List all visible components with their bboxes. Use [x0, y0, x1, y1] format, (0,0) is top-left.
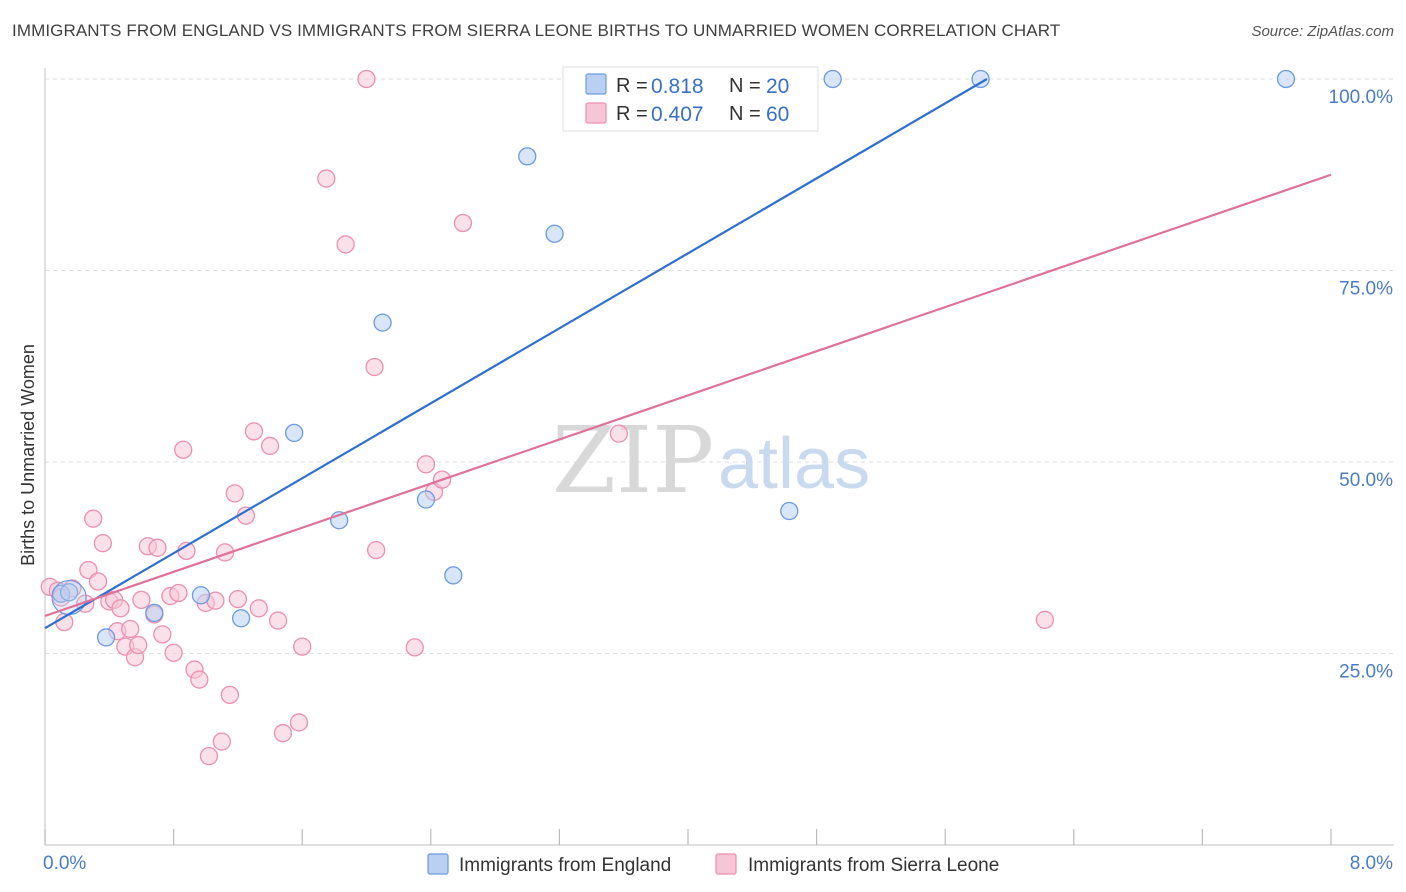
sierra-leone-point	[1035, 610, 1055, 629]
england-point	[191, 586, 211, 605]
england-point	[285, 423, 304, 443]
legend-n-label-sierra-leone: N =	[729, 103, 761, 125]
x-tick-label: 8.0%	[1350, 853, 1393, 874]
chart-title: IMMIGRANTS FROM ENGLAND VS IMMIGRANTS FR…	[12, 21, 1061, 40]
sierra-leone-point	[336, 235, 355, 254]
y-tick-label: 50.0%	[1339, 470, 1393, 491]
correlation-legend: R = 0.818 N = 20 R = 0.407 N = 60	[562, 66, 819, 132]
watermark-zip: ZIP	[552, 407, 714, 514]
sierra-leone-point	[132, 590, 151, 610]
y-tick-label: 75.0%	[1339, 279, 1393, 300]
watermark-atlas: atlas	[718, 424, 870, 504]
england-point	[1276, 69, 1296, 89]
series-legend-label-sierra-leone: Immigrants from Sierra Leone	[748, 855, 999, 876]
sierra-leone-point	[93, 534, 113, 553]
sierra-leone-point	[365, 357, 384, 377]
legend-n-value-england: 20	[766, 75, 789, 98]
sierra-leone-point	[169, 583, 188, 603]
legend-swatch-england	[585, 73, 607, 95]
sierra-leone-point	[88, 572, 108, 591]
watermark: ZIP atlas	[552, 407, 870, 514]
england-point	[96, 628, 116, 647]
series-legend-swatch-england	[427, 853, 449, 875]
sierra-leone-point	[111, 599, 130, 618]
series-legend-swatch-sierra-leone	[715, 853, 737, 875]
england-point	[145, 603, 164, 623]
england-point	[545, 224, 564, 243]
legend-r-label-sierra-leone: R =	[616, 103, 648, 125]
sierra-leone-point	[129, 635, 148, 655]
sierra-leone-point	[153, 625, 172, 644]
sierra-leone-point	[293, 637, 312, 656]
legend-n-label-england: N =	[729, 75, 761, 97]
sierra-leone-trend-line	[44, 173, 1332, 618]
sierra-leone-point	[366, 540, 386, 560]
series-legend: Immigrants from England Immigrants from …	[427, 853, 999, 876]
y-tick-label: 25.0%	[1339, 662, 1393, 683]
sierra-leone-point	[249, 599, 268, 618]
sierra-leone-point	[199, 746, 219, 766]
england-point	[518, 147, 537, 166]
legend-swatch-sierra-leone	[585, 102, 607, 124]
england-point	[59, 583, 79, 602]
sierra-leone-point	[405, 638, 424, 657]
sierra-leone-point	[225, 484, 244, 503]
y-tick-label: 100.0%	[1329, 87, 1394, 108]
sierra-leone-point	[190, 670, 209, 689]
england-trend-line	[44, 78, 988, 630]
sierra-leone-point	[289, 713, 309, 732]
sierra-leone-point	[416, 455, 436, 474]
sierra-leone-point	[212, 732, 231, 751]
england-point	[416, 490, 436, 509]
sierra-leone-point	[357, 69, 376, 89]
legend-r-label-england: R =	[616, 75, 648, 97]
sierra-leone-point	[84, 509, 103, 528]
sierra-leone-point	[148, 538, 167, 557]
trend-lines	[44, 78, 1332, 630]
england-point	[373, 313, 392, 332]
sierra-leone-point	[453, 213, 473, 233]
england-point	[823, 69, 842, 89]
tick-labels: 25.0% 50.0% 75.0% 100.0% 0.0% 8.0%	[43, 87, 1393, 874]
legend-r-value-sierra-leone: 0.407	[651, 103, 704, 126]
england-point	[231, 609, 251, 628]
sierra-leone-point	[220, 685, 240, 705]
sierra-leone-point	[273, 724, 293, 743]
england-point	[444, 566, 463, 585]
sierra-leone-point	[244, 422, 264, 441]
grid-lines	[45, 78, 1394, 654]
england-point	[780, 501, 799, 521]
legend-n-value-sierra-leone: 60	[766, 103, 789, 126]
sierra-leone-point	[260, 436, 280, 456]
sierra-leone-point	[268, 611, 288, 630]
england-point	[51, 579, 87, 616]
legend-r-value-england: 0.818	[651, 75, 704, 98]
england-point	[971, 69, 990, 89]
series-legend-label-england: Immigrants from England	[459, 855, 671, 876]
y-axis-title: Births to Unmarried Women	[18, 344, 38, 566]
sierra-leone-point	[317, 169, 336, 188]
sierra-leone-point	[121, 619, 140, 639]
source-credit: Source: ZipAtlas.com	[1251, 23, 1394, 40]
sierra-leone-point	[164, 643, 183, 662]
sierra-leone-point	[609, 424, 629, 443]
axes	[44, 68, 1394, 846]
x-tick-label: 0.0%	[43, 853, 86, 874]
sierra-leone-point	[174, 440, 193, 459]
sierra-leone-point	[228, 589, 248, 609]
